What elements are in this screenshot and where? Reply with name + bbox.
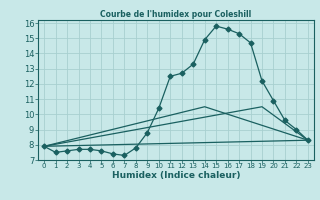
X-axis label: Humidex (Indice chaleur): Humidex (Indice chaleur)	[112, 171, 240, 180]
Title: Courbe de l'humidex pour Coleshill: Courbe de l'humidex pour Coleshill	[100, 10, 252, 19]
